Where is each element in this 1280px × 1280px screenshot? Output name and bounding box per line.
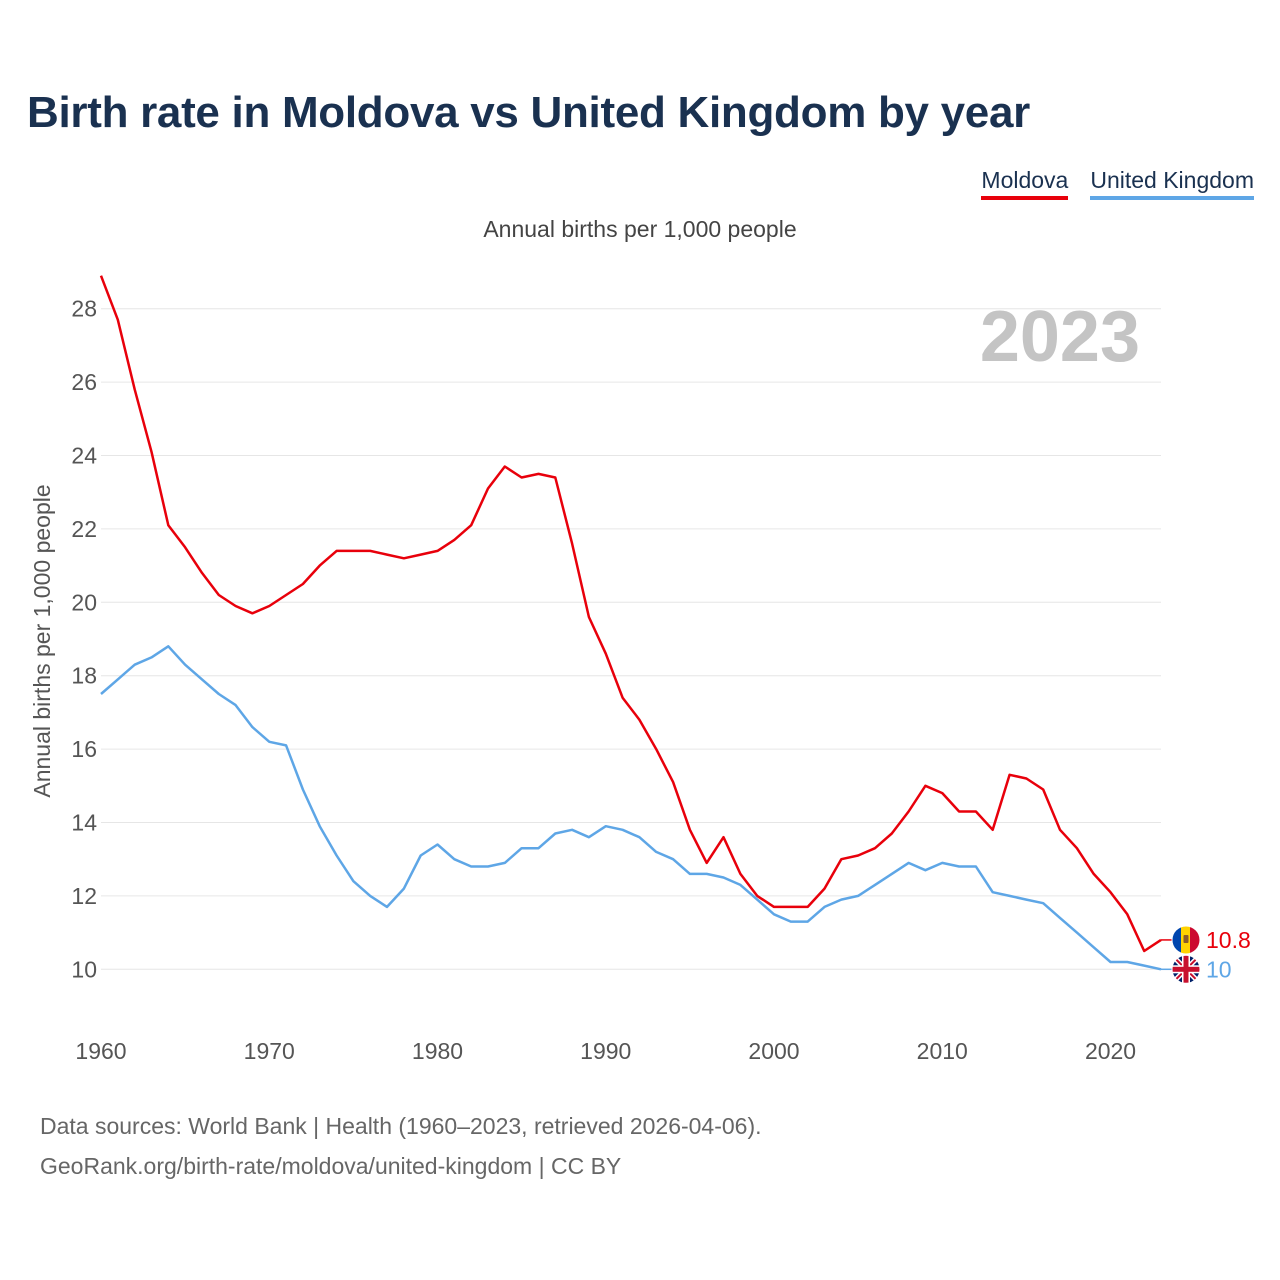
y-tick-label: 16 (71, 736, 97, 762)
y-tick-label: 14 (71, 810, 97, 836)
y-tick-label: 18 (71, 663, 97, 689)
series-line-moldova (99, 275, 1162, 953)
y-tick-label: 24 (71, 443, 97, 469)
year-watermark: 2023 (980, 297, 1140, 377)
x-tick-label: 2000 (748, 1038, 799, 1064)
y-axis-label: Annual births per 1,000 people (29, 484, 55, 797)
x-tick-label: 1960 (75, 1038, 126, 1064)
x-tick-label: 2020 (1085, 1038, 1136, 1064)
source-note: Data sources: World Bank | Health (1960–… (40, 1106, 762, 1186)
series-line-united-kingdom (100, 645, 1162, 971)
x-tick-label: 1990 (580, 1038, 631, 1064)
y-tick-label: 10 (71, 956, 97, 982)
y-tick-label: 12 (71, 883, 97, 909)
uk-flag-icon (1171, 954, 1201, 984)
y-tick-label: 22 (71, 516, 97, 542)
end-value-label-united-kingdom: 10 (1206, 956, 1232, 982)
source-line-1: Data sources: World Bank | Health (1960–… (40, 1113, 762, 1139)
chart-subtitle: Annual births per 1,000 people (483, 216, 797, 242)
x-tick-label: 1980 (412, 1038, 463, 1064)
y-tick-label: 26 (71, 369, 97, 395)
moldova-flag-icon (1171, 925, 1201, 955)
y-tick-label: 28 (71, 296, 97, 322)
legend: Moldova United Kingdom (981, 166, 1254, 200)
y-tick-label: 20 (71, 589, 97, 615)
x-tick-label: 1970 (244, 1038, 295, 1064)
end-value-label-moldova: 10.8 (1206, 927, 1251, 953)
source-line-2: GeoRank.org/birth-rate/moldova/united-ki… (40, 1153, 622, 1179)
x-tick-label: 2010 (917, 1038, 968, 1064)
legend-item-moldova[interactable]: Moldova (981, 166, 1069, 200)
page-title: Birth rate in Moldova vs United Kingdom … (27, 88, 1030, 137)
legend-item-united-kingdom[interactable]: United Kingdom (1090, 166, 1254, 200)
